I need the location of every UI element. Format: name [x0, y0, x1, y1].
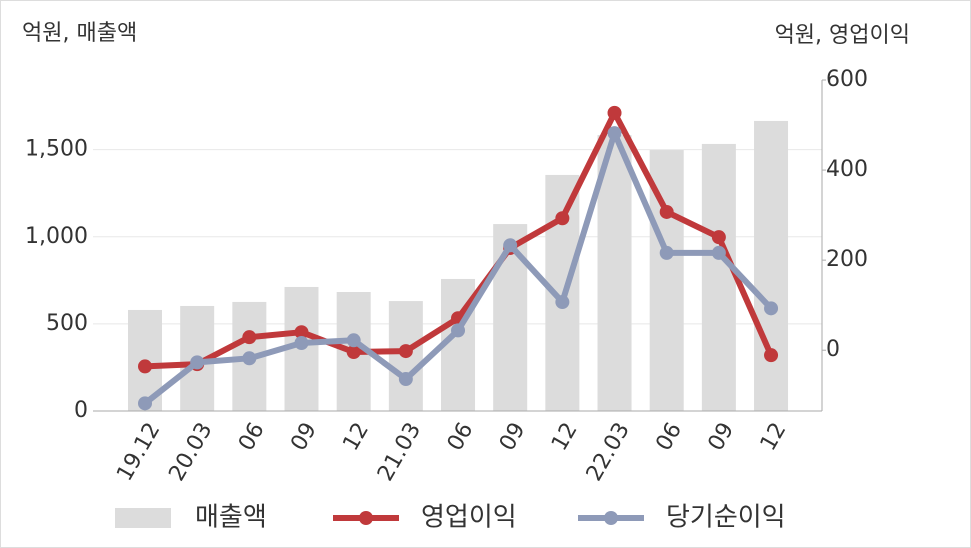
point [294, 335, 309, 350]
legend-label: 매출액 [195, 503, 267, 533]
y-axis-label: 억원, 매출액 [22, 21, 137, 46]
legend-marker [359, 511, 373, 525]
y2-axis-label: 억원, 영업이익 [775, 23, 910, 48]
point [242, 351, 257, 366]
point [242, 330, 257, 345]
y-tick-label: 1,000 [25, 224, 88, 249]
point [711, 230, 726, 245]
y2-tick-label: 200 [826, 247, 868, 272]
point [659, 204, 674, 219]
point [555, 295, 570, 310]
point [398, 372, 413, 387]
y-tick-label: 1,500 [25, 137, 88, 162]
point [346, 333, 361, 348]
legend-swatch [115, 508, 171, 528]
point [138, 396, 152, 411]
legend-label: 당기순이익 [666, 503, 786, 533]
y2-tick-label: 600 [826, 67, 868, 92]
point [346, 345, 361, 360]
point [503, 238, 518, 253]
y2-tick-label: 0 [826, 337, 840, 362]
point [398, 344, 413, 359]
point [451, 323, 466, 338]
legend-marker [604, 511, 618, 525]
y-tick-label: 0 [74, 398, 88, 423]
point [764, 301, 779, 316]
point [555, 211, 570, 226]
point [659, 245, 674, 260]
point [764, 348, 779, 363]
bar [597, 135, 632, 411]
point [607, 105, 622, 120]
point [190, 355, 205, 370]
point [711, 245, 726, 260]
point [294, 325, 309, 340]
legend-label: 영업이익 [421, 503, 517, 533]
y-tick-label: 500 [46, 311, 88, 336]
bar [701, 143, 736, 412]
point [138, 359, 152, 374]
bar [754, 120, 789, 411]
point [607, 126, 622, 141]
y2-tick-label: 400 [826, 157, 868, 182]
